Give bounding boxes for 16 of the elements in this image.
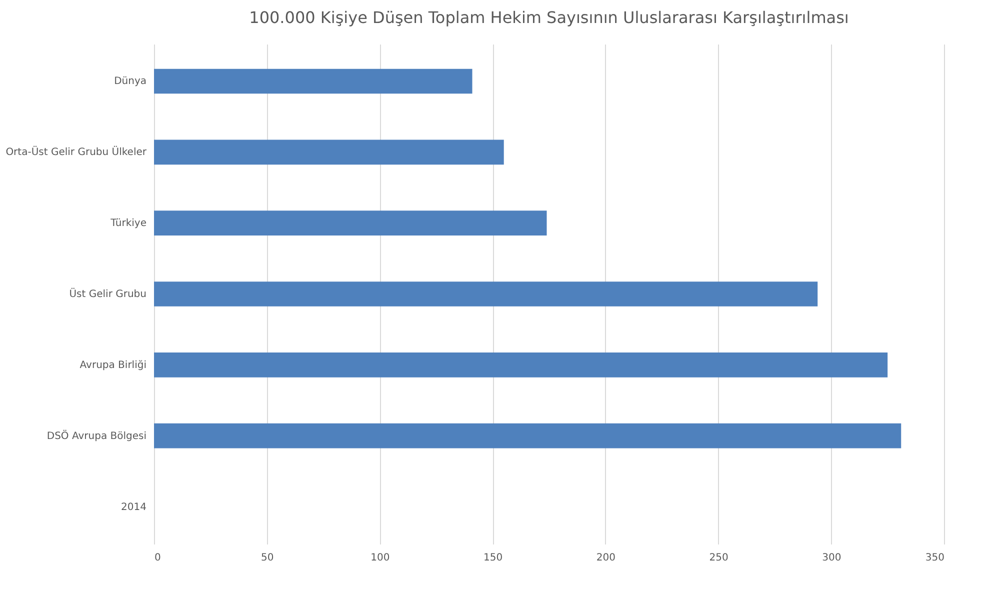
x-tick-label: 350 [925, 552, 944, 564]
y-tick-label: 2014 [121, 502, 146, 513]
x-tick-label: 150 [484, 552, 503, 564]
y-tick-label: Dünya [114, 76, 146, 88]
y-tick-label: Üst Gelir Grubu [69, 287, 146, 300]
chart-title: 100.000 Kişiye Düşen Toplam Hekim Sayısının Uluslararası Karşılaştırılması [249, 8, 849, 27]
y-tick-label: Türkiye [110, 218, 146, 230]
x-tick-label: 200 [596, 552, 616, 564]
y-tick-label: Orta-Üst Gelir Grubu Ülkeler [6, 145, 148, 158]
y-tick-label: DSÖ Avrupa Bölgesi [46, 428, 146, 442]
x-tick-label: 250 [709, 552, 728, 564]
x-tick-label: 50 [260, 552, 274, 564]
x-tick-label: 300 [822, 552, 842, 564]
x-tick-label: 0 [154, 552, 161, 564]
x-tick-label: 100 [370, 552, 390, 564]
y-tick-label: Avrupa Birliği [80, 360, 146, 371]
